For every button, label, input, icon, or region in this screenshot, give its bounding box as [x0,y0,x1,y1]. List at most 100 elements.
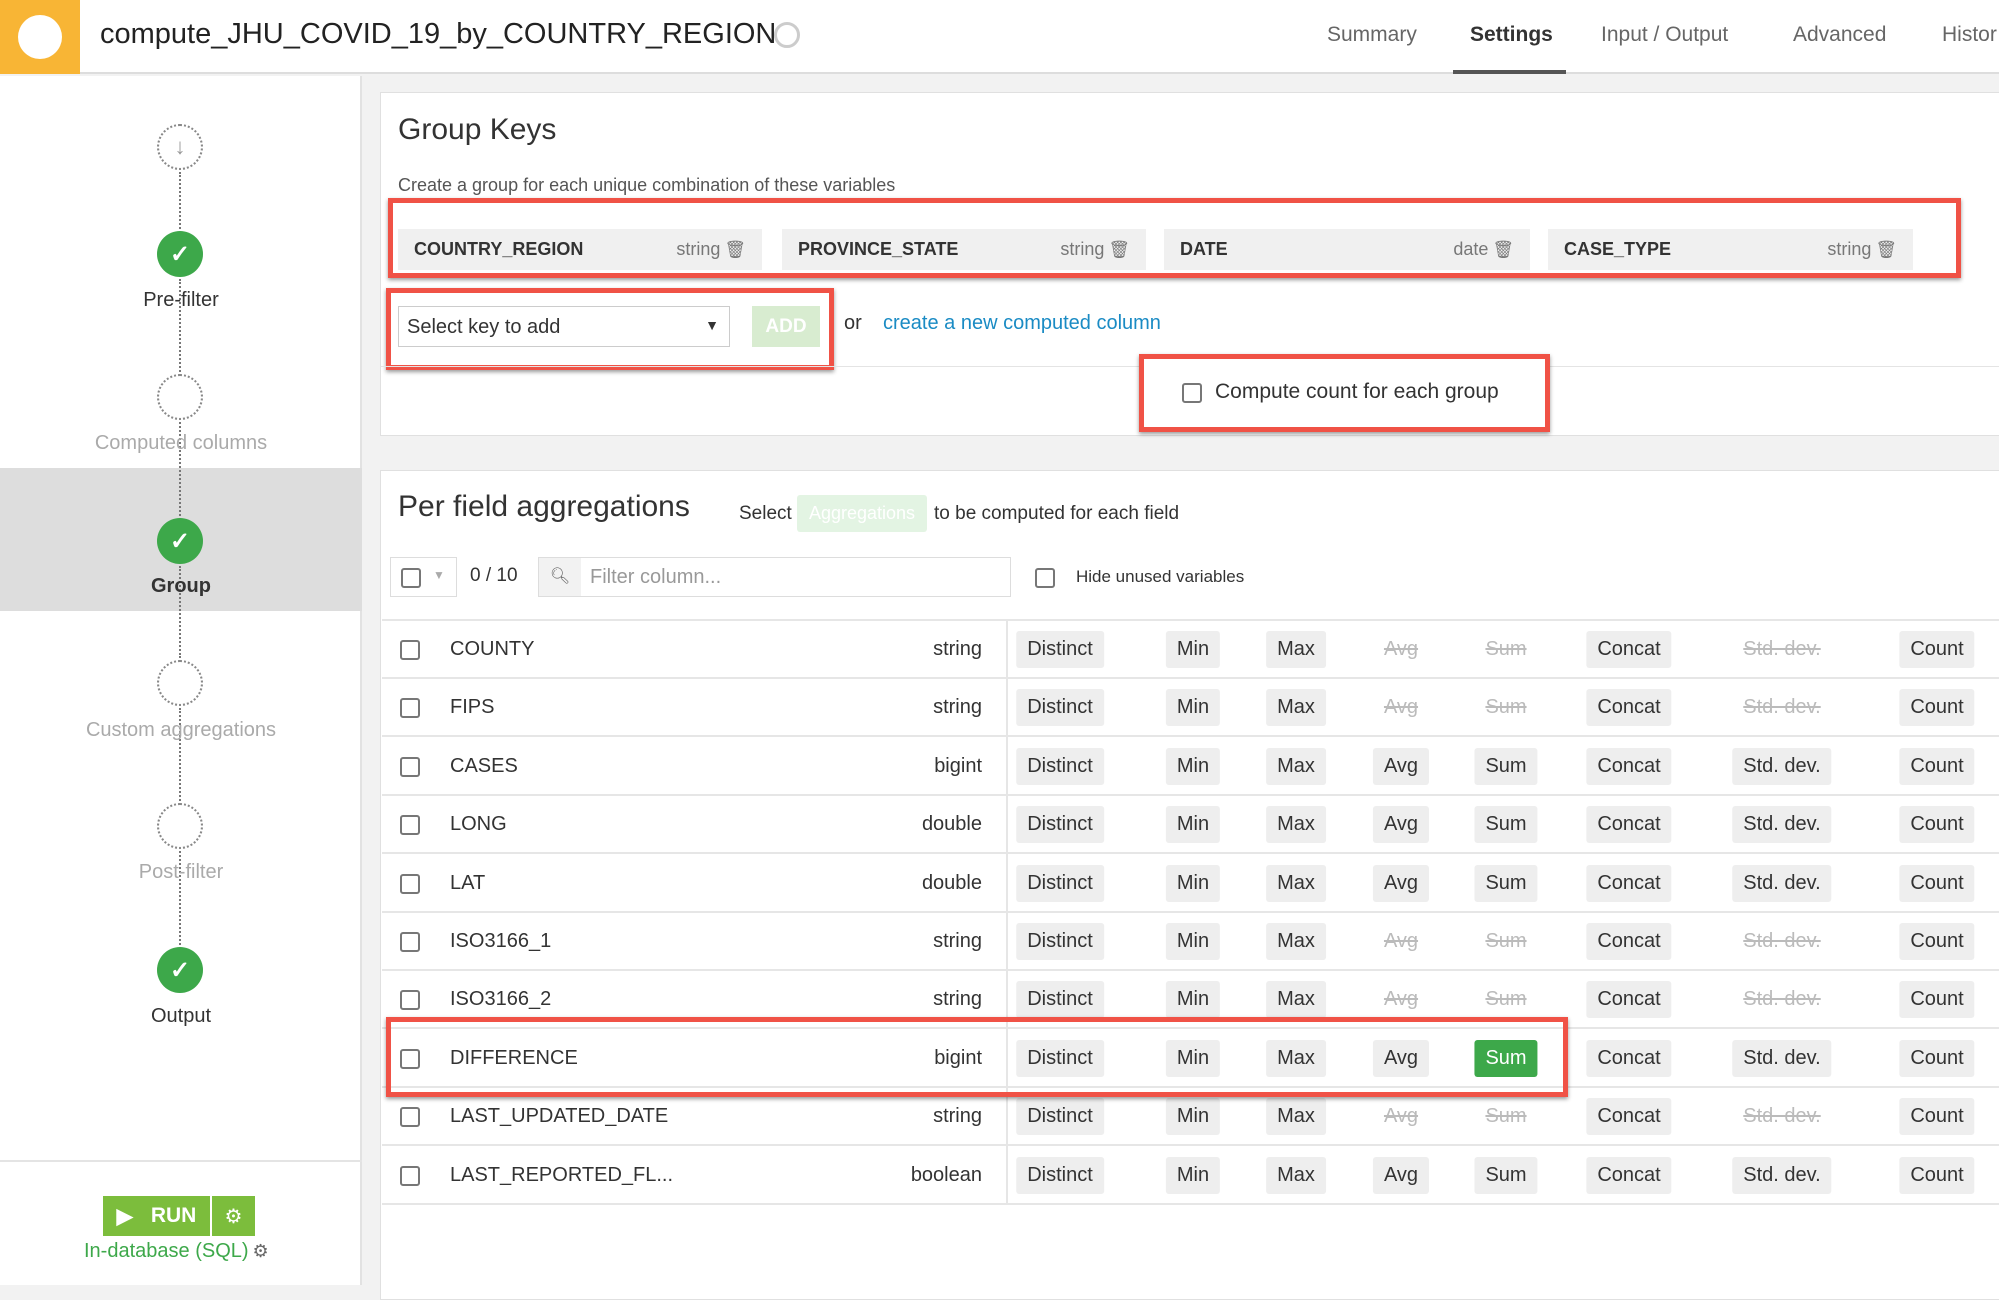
agg-min-button[interactable]: Min [1165,864,1221,902]
agg-max-button[interactable]: Max [1266,631,1326,668]
agg-distinct-button[interactable]: Distinct [1016,981,1104,1019]
row-checkbox[interactable] [400,756,420,777]
agg-sum-button[interactable]: Sum [1474,806,1538,844]
agg-count-button[interactable]: Count [1899,1039,1975,1077]
agg-min-button[interactable]: Min [1165,1098,1221,1136]
agg-distinct-button[interactable]: Distinct [1016,689,1104,727]
tab-input-output[interactable]: Input / Output [1601,23,1729,46]
agg-std-dev-button[interactable]: Std. dev. [1732,1156,1832,1194]
agg-min-button[interactable]: Min [1165,806,1221,844]
agg-count-button[interactable]: Count [1899,1156,1975,1194]
agg-distinct-button[interactable]: Distinct [1016,1098,1104,1136]
empty-step-icon[interactable] [157,803,203,849]
agg-min-button[interactable]: Min [1165,1156,1221,1194]
run-settings-button[interactable]: ⚙ [212,1196,255,1236]
agg-sum-button[interactable]: Sum [1474,1156,1538,1194]
check-icon[interactable]: ✓ [157,518,203,564]
trash-icon[interactable]: 🗑︎ [1492,239,1514,259]
agg-max-button[interactable]: Max [1266,1098,1326,1136]
tab-history[interactable]: Histor [1942,23,1997,46]
agg-concat-button[interactable]: Concat [1586,689,1672,727]
agg-std-dev-button[interactable]: Std. dev. [1732,806,1832,844]
agg-min-button[interactable]: Min [1165,981,1221,1019]
agg-min-button[interactable]: Min [1165,689,1221,727]
agg-avg-button[interactable]: Avg [1372,1039,1430,1077]
trash-icon[interactable]: 🗑︎ [1875,239,1897,259]
agg-concat-button[interactable]: Concat [1586,1039,1672,1077]
hide-unused-checkbox[interactable] [1035,568,1055,588]
agg-min-button[interactable]: Min [1165,1039,1221,1077]
agg-distinct-button[interactable]: Distinct [1016,806,1104,844]
select-key-dropdown[interactable]: Select key to add ▼ [398,306,730,347]
empty-step-icon[interactable] [157,660,203,706]
agg-std-dev-button[interactable]: Std. dev. [1732,864,1832,902]
arrow-down-icon[interactable]: ↓ [157,124,203,170]
agg-avg-button[interactable]: Avg [1372,747,1430,785]
agg-count-button[interactable]: Count [1899,689,1975,727]
check-icon[interactable]: ✓ [157,231,203,277]
agg-avg-button[interactable]: Avg [1372,864,1430,902]
agg-avg-button[interactable]: Avg [1372,1156,1430,1194]
agg-count-button[interactable]: Count [1899,923,1975,960]
create-computed-column-link[interactable]: create a new computed column [883,312,1161,334]
agg-count-button[interactable]: Count [1899,864,1975,902]
agg-count-button[interactable]: Count [1899,1098,1975,1136]
row-checkbox[interactable] [400,932,420,952]
agg-concat-button[interactable]: Concat [1586,981,1672,1019]
agg-concat-button[interactable]: Concat [1586,631,1672,668]
agg-sum-button[interactable]: Sum [1474,1039,1538,1077]
row-checkbox[interactable] [400,698,420,719]
row-checkbox[interactable] [400,990,420,1011]
agg-count-button[interactable]: Count [1899,981,1975,1019]
add-key-button[interactable]: ADD [752,306,820,347]
row-checkbox[interactable] [400,1048,420,1069]
agg-max-button[interactable]: Max [1266,806,1326,844]
app-logo[interactable] [0,0,80,74]
step-pre-filter[interactable]: Pre-filter [143,289,219,311]
agg-concat-button[interactable]: Concat [1586,806,1672,844]
agg-distinct-button[interactable]: Distinct [1016,864,1104,902]
agg-concat-button[interactable]: Concat [1586,864,1672,902]
step-group[interactable]: Group [151,575,211,597]
row-checkbox[interactable] [400,815,420,836]
select-all-checkbox[interactable] [401,568,421,588]
agg-sum-button[interactable]: Sum [1474,747,1538,785]
agg-count-button[interactable]: Count [1899,747,1975,785]
tab-settings[interactable]: Settings [1470,23,1553,46]
agg-min-button[interactable]: Min [1165,747,1221,785]
agg-max-button[interactable]: Max [1266,1039,1326,1077]
run-button[interactable]: ▶ RUN [103,1196,210,1236]
agg-max-button[interactable]: Max [1266,981,1326,1019]
row-checkbox[interactable] [400,873,420,894]
tab-summary[interactable]: Summary [1327,23,1417,46]
tab-advanced[interactable]: Advanced [1793,23,1887,46]
agg-distinct-button[interactable]: Distinct [1016,747,1104,785]
agg-concat-button[interactable]: Concat [1586,923,1672,960]
agg-concat-button[interactable]: Concat [1586,1156,1672,1194]
select-all-dropdown[interactable]: ▼ [390,557,457,597]
compass-icon[interactable] [774,22,800,48]
trash-icon[interactable]: 🗑︎ [1108,239,1130,259]
agg-count-button[interactable]: Count [1899,631,1975,668]
step-output[interactable]: Output [150,1005,212,1027]
agg-sum-button[interactable]: Sum [1474,864,1538,902]
agg-concat-button[interactable]: Concat [1586,747,1672,785]
agg-max-button[interactable]: Max [1266,689,1326,727]
agg-avg-button[interactable]: Avg [1372,806,1430,844]
agg-count-button[interactable]: Count [1899,806,1975,844]
agg-min-button[interactable]: Min [1165,631,1221,668]
agg-std-dev-button[interactable]: Std. dev. [1732,1039,1832,1077]
agg-min-button[interactable]: Min [1165,923,1221,960]
row-checkbox[interactable] [400,1165,420,1186]
agg-distinct-button[interactable]: Distinct [1016,1156,1104,1194]
agg-distinct-button[interactable]: Distinct [1016,631,1104,668]
step-custom-aggregations[interactable]: Custom aggregations [85,719,277,741]
row-checkbox[interactable] [400,1107,420,1128]
agg-max-button[interactable]: Max [1266,864,1326,902]
agg-max-button[interactable]: Max [1266,1156,1326,1194]
agg-distinct-button[interactable]: Distinct [1016,1039,1104,1077]
empty-step-icon[interactable] [157,374,203,420]
agg-distinct-button[interactable]: Distinct [1016,923,1104,960]
row-checkbox[interactable] [400,640,420,660]
agg-std-dev-button[interactable]: Std. dev. [1732,747,1832,785]
